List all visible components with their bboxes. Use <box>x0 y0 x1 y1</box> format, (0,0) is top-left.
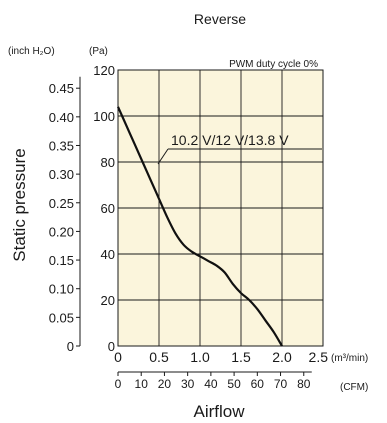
cfm-tick-label: 20 <box>158 377 172 391</box>
x-unit-cfm: (CFM) <box>340 382 368 393</box>
label-leader-line <box>157 148 169 165</box>
series-layer <box>116 106 283 347</box>
x-axis-m3: 0 0.5 1.0 1.5 2.0 2.5 <box>114 349 328 365</box>
x-tick-label: 1.5 <box>231 349 251 365</box>
pa-tick-label: 40 <box>101 247 115 262</box>
y-pa-unit: (Pa) <box>89 46 108 57</box>
pa-tick-label: 0 <box>108 339 115 354</box>
series-label: 10.2 V/12 V/13.8 V <box>171 132 289 148</box>
cfm-tick-label: 30 <box>181 377 195 391</box>
pa-tick-label: 80 <box>101 155 115 170</box>
x-tick-label: 0 <box>114 349 122 365</box>
series-line-0 <box>116 106 283 347</box>
x-axis-label: Airflow <box>193 402 245 421</box>
inch-tick-label: 0.05 <box>49 310 74 325</box>
y-inch-unit: (inch H₂O) <box>8 46 55 57</box>
x-tick-label: 2.0 <box>272 349 292 365</box>
pwm-annotation: PWM duty cycle 0% <box>229 59 318 70</box>
cfm-tick-label: 40 <box>204 377 218 391</box>
inch-tick-label: 0.25 <box>49 196 74 211</box>
x-tick-label: 2.5 <box>309 349 329 365</box>
cfm-tick-label: 80 <box>297 377 311 391</box>
inch-tick-label: 0.10 <box>49 282 74 297</box>
grid-lines <box>118 70 323 346</box>
y-axis-label: Static pressure <box>10 148 29 261</box>
cfm-tick-label: 70 <box>274 377 288 391</box>
cfm-tick-label: 10 <box>135 377 149 391</box>
cfm-tick-label: 60 <box>251 377 265 391</box>
inch-tick-label: 0 <box>67 339 74 354</box>
pa-tick-label: 20 <box>101 293 115 308</box>
inch-tick-label: 0.15 <box>49 253 74 268</box>
inch-tick-label: 0.20 <box>49 224 74 239</box>
x-tick-label: 1.0 <box>190 349 210 365</box>
pa-tick-label: 60 <box>101 201 115 216</box>
chart-title: Reverse <box>194 11 246 27</box>
inch-tick-label: 0.30 <box>49 167 74 182</box>
cfm-tick-label: 50 <box>227 377 241 391</box>
inch-tick-label: 0.40 <box>49 110 74 125</box>
x-unit-m3: (m³/min) <box>331 353 368 364</box>
x-tick-label: 0.5 <box>149 349 169 365</box>
pa-axis: 0 20 40 60 80 100 120 <box>93 63 115 354</box>
pa-tick-label: 120 <box>93 63 115 78</box>
x-axis-cfm: 0 10 20 30 40 50 60 70 80 <box>115 371 312 391</box>
inch-tick-label: 0.45 <box>49 81 74 96</box>
inch-axis: 0 0.05 0.10 0.15 0.20 0.25 0.30 0.35 0.40 0.45 <box>49 76 81 354</box>
pa-tick-label: 100 <box>93 109 115 124</box>
inch-tick-label: 0.35 <box>49 138 74 153</box>
cfm-tick-label: 0 <box>115 377 122 391</box>
